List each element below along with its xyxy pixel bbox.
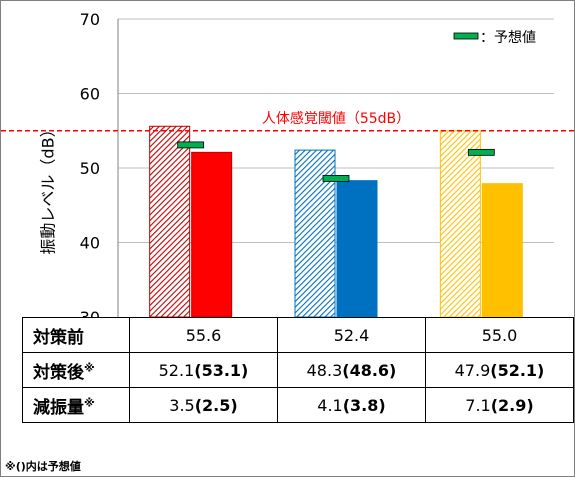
cell-forecast: (53.1): [194, 360, 249, 380]
row-header: 対策前: [22, 317, 130, 353]
y-axis-ticks: 30 40 50 60 70: [80, 10, 100, 317]
y-tick-label: 30: [80, 308, 100, 317]
legend-label: ：予想値: [480, 30, 536, 46]
cell-forecast: (2.5): [194, 395, 238, 415]
row-header-label: 対策後: [33, 362, 84, 383]
table-cell: 52.4: [277, 317, 426, 353]
cell-value: 55.6: [185, 325, 222, 345]
y-axis-title-box: 振動レベル（dB）: [27, 113, 67, 263]
y-axis-title: 振動レベル（dB）: [39, 121, 59, 255]
forecast-marker: [177, 141, 205, 149]
y-tick-label: 60: [80, 85, 100, 104]
row-header-label: 対策前: [33, 327, 84, 348]
y-tick-label: 40: [80, 234, 100, 253]
table-cell: 4.1(3.8): [277, 387, 426, 423]
threshold-label: 人体感覚閾値（55dB）: [262, 110, 410, 127]
table-cell: 7.1(2.9): [425, 387, 574, 423]
gridlines: [117, 18, 554, 317]
row-header: 対策後※: [22, 352, 130, 388]
forecast-marker: [467, 148, 495, 156]
footnote: ※()内は予想値: [5, 460, 81, 473]
table-cell: 55.0: [425, 317, 574, 353]
table-row: 減振量※ 3.5(2.5) 4.1(3.8) 7.1(2.9): [22, 387, 574, 423]
forecast-markers: [177, 141, 495, 182]
cell-value: 3.5: [169, 395, 195, 415]
cell-value: 47.9: [454, 360, 491, 380]
data-table: 対策前 55.6 52.4 55.0 対策後※ 52.1(53.1) 48.3(48.6) 4…: [22, 317, 574, 423]
bars: [149, 125, 523, 317]
table-cell: 48.3(48.6): [277, 352, 426, 388]
y-tick-label: 50: [80, 159, 100, 178]
cell-forecast: (3.8): [342, 395, 386, 415]
bar-after: [191, 151, 233, 317]
row-header-note-mark: ※: [84, 360, 95, 374]
table-row: 対策前 55.6 52.4 55.0: [22, 317, 574, 353]
cell-value: 52.1: [158, 360, 195, 380]
row-header-label: 減振量: [33, 397, 84, 418]
table-cell: 47.9(52.1): [425, 352, 574, 388]
cell-value: 55.0: [481, 325, 518, 345]
bar-chart: 3040506070 人体感覚閾値（55dB） ：予想値 住宅前面住宅中央住宅後…: [1, 10, 574, 317]
row-header-note-mark: ※: [84, 395, 95, 409]
cell-value: 48.3: [306, 360, 343, 380]
forecast-marker: [322, 175, 350, 182]
bar-after: [336, 180, 378, 317]
bar-after: [481, 183, 523, 317]
bar-before: [439, 130, 481, 317]
cell-value: 7.1: [465, 395, 491, 415]
cell-value: 52.4: [333, 325, 370, 345]
threshold: 人体感覚閾値（55dB）: [1, 110, 574, 132]
bar-before: [149, 125, 191, 317]
cell-forecast: (52.1): [490, 360, 545, 380]
cell-forecast: (2.9): [490, 395, 534, 415]
cell-value: 4.1: [317, 395, 343, 415]
row-header: 減振量※: [22, 387, 130, 423]
y-tick-label: 70: [80, 10, 100, 29]
cell-forecast: (48.6): [342, 360, 397, 380]
table-cell: 52.1(53.1): [129, 352, 278, 388]
legend-marker: [453, 32, 479, 40]
table-cell: 3.5(2.5): [129, 387, 278, 423]
table-cell: 55.6: [129, 317, 278, 353]
legend: ：予想値: [453, 30, 536, 46]
table-row: 対策後※ 52.1(53.1) 48.3(48.6) 47.9(52.1): [22, 352, 574, 388]
